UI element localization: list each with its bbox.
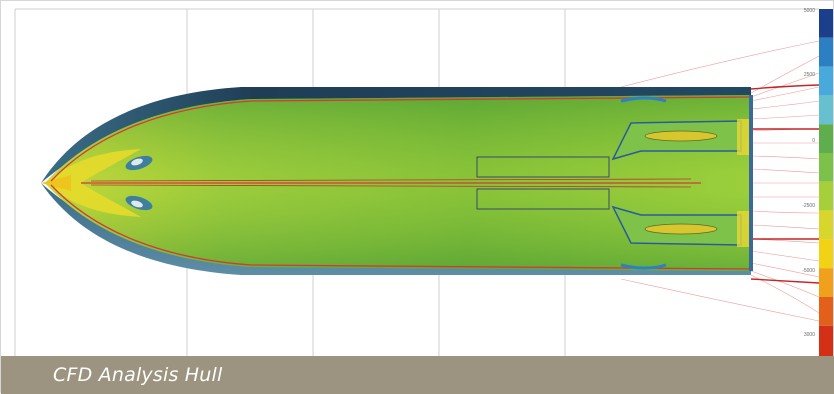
colorbar-tick-label: -5000 — [802, 268, 815, 274]
cfd-hull-visualization — [14, 8, 833, 356]
colorbar-tick-label: -2500 — [802, 203, 815, 209]
wake-streamlines — [620, 40, 820, 322]
center-box — [476, 156, 610, 210]
stern-structures — [611, 95, 753, 271]
colorbar-tick-label: 0 — [812, 138, 815, 144]
colorbar-tick-label: 2500 — [803, 72, 815, 78]
hull-edge-lines — [50, 96, 752, 270]
wake-boundary-lines — [750, 84, 820, 284]
image-caption: CFD Analysis Hull — [53, 364, 223, 386]
bow-tip — [41, 175, 71, 191]
colorbar-tick-label: 5000 — [803, 8, 815, 14]
centerline — [90, 178, 692, 188]
caption-bar: CFD Analysis Hull — [1, 356, 834, 394]
colorbar-tick-label: 3000 — [803, 332, 815, 338]
colorbar — [819, 9, 833, 356]
bow-intakes — [125, 155, 153, 211]
